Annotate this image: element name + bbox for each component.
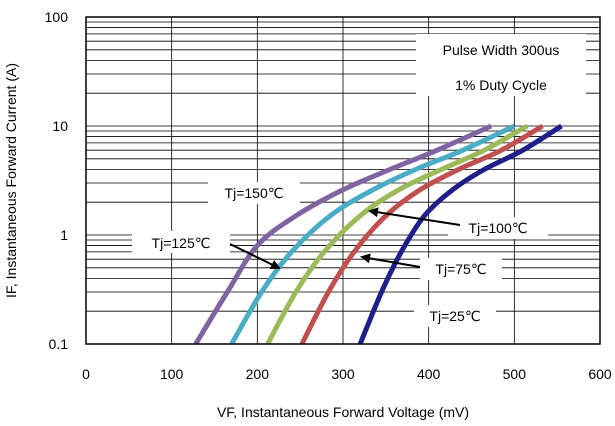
note-pulse-width: Pulse Width 300us — [443, 42, 560, 58]
x-tick-label: 400 — [417, 366, 441, 382]
series-label-bg-tj75 — [420, 258, 502, 280]
series-line-Tj=25℃ — [357, 123, 563, 345]
series-label-bg-tj125 — [132, 231, 230, 253]
x-tick-label: 100 — [160, 366, 184, 382]
x-tick-label: 0 — [82, 366, 90, 382]
y-tick-label: 100 — [45, 9, 69, 25]
y-tick-label: 1 — [60, 227, 68, 243]
series-line-Tj=150℃ — [193, 123, 493, 346]
series-label-tj100: Tj=100℃ — [469, 220, 528, 236]
series-label-tj25: Tj=25℃ — [429, 308, 480, 324]
series-line-Tj=125℃ — [229, 123, 516, 346]
y-tick-label: 0.1 — [49, 336, 69, 352]
y-tick-label: 10 — [52, 118, 68, 134]
series-label-bg-tj150 — [208, 182, 300, 204]
y-axis-label: IF, Instantaneous Forward Current (A) — [3, 63, 19, 298]
series-label-arrow — [368, 207, 461, 226]
notes-box — [416, 34, 586, 96]
series-line-Tj=75℃ — [299, 123, 544, 346]
series-label-tj125: Tj=125℃ — [152, 235, 211, 251]
series-label-arrow — [360, 253, 421, 268]
note-duty-cycle: 1% Duty Cycle — [455, 77, 547, 93]
x-tick-label: 300 — [331, 366, 355, 382]
series-label-bg-tj25 — [414, 305, 496, 327]
series-line-Tj=100℃ — [265, 123, 529, 346]
x-axis-label: VF, Instantaneous Forward Voltage (mV) — [217, 404, 469, 420]
x-tick-label: 600 — [588, 366, 612, 382]
x-tick-label: 200 — [246, 366, 270, 382]
plot-frame — [85, 16, 601, 345]
series-label-arrow — [229, 243, 281, 269]
series-label-tj150: Tj=150℃ — [225, 185, 284, 201]
series-label-bg-tj100 — [448, 217, 548, 239]
x-tick-label: 500 — [503, 366, 527, 382]
series-label-tj75: Tj=75℃ — [435, 261, 486, 277]
